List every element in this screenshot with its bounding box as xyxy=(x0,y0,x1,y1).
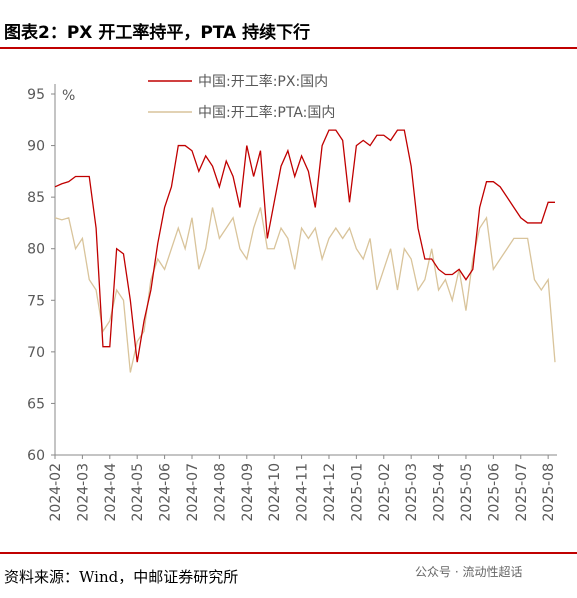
x-tick-label: 2024-03 xyxy=(75,463,91,522)
x-tick-label: 2025-01 xyxy=(349,463,365,522)
source: 资料来源：Wind，中邮证券研究所 xyxy=(4,568,238,586)
x-tick-label: 2025-02 xyxy=(377,463,393,522)
x-tick-label: 2024-02 xyxy=(48,463,64,522)
series-line xyxy=(54,129,555,363)
x-tick-label: 2024-12 xyxy=(322,463,338,522)
x-tick-label: 2024-11 xyxy=(295,463,311,522)
x-tick-label: 2024-04 xyxy=(103,463,119,522)
legend-label: 中国:开工率:PX:国内 xyxy=(198,73,328,90)
y-tick-label: 60 xyxy=(27,448,45,464)
watermark: 公众号 · 流动性超话 xyxy=(415,564,522,579)
x-tick-label: 2024-10 xyxy=(267,463,283,522)
legend-label: 中国:开工率:PTA:国内 xyxy=(198,104,335,121)
x-tick-label: 2025-05 xyxy=(459,463,475,522)
x-tick-label: 2025-03 xyxy=(404,463,420,522)
y-tick-label: 80 xyxy=(27,242,45,258)
x-tick-label: 2024-07 xyxy=(185,463,201,522)
y-tick-label: 95 xyxy=(27,87,45,103)
x-tick-label: 2025-06 xyxy=(486,463,502,522)
y-tick-label: 85 xyxy=(27,190,45,206)
chart-title: 图表2：PX 开工率持平，PTA 持续下行 xyxy=(4,22,310,43)
series-line xyxy=(54,207,556,373)
y-tick-label: 70 xyxy=(27,345,45,361)
x-tick-label: 2024-05 xyxy=(130,463,146,522)
x-tick-label: 2024-06 xyxy=(158,463,174,522)
y-axis-label: % xyxy=(62,88,75,104)
y-tick-label: 75 xyxy=(27,293,45,309)
x-tick-label: 2025-07 xyxy=(514,463,530,522)
y-tick-label: 90 xyxy=(27,139,45,155)
x-tick-label: 2024-09 xyxy=(240,463,256,522)
x-tick-label: 2024-08 xyxy=(212,463,228,522)
x-tick-label: 2025-04 xyxy=(432,463,448,522)
x-tick-label: 2025-08 xyxy=(541,463,557,522)
y-tick-label: 65 xyxy=(27,396,45,412)
